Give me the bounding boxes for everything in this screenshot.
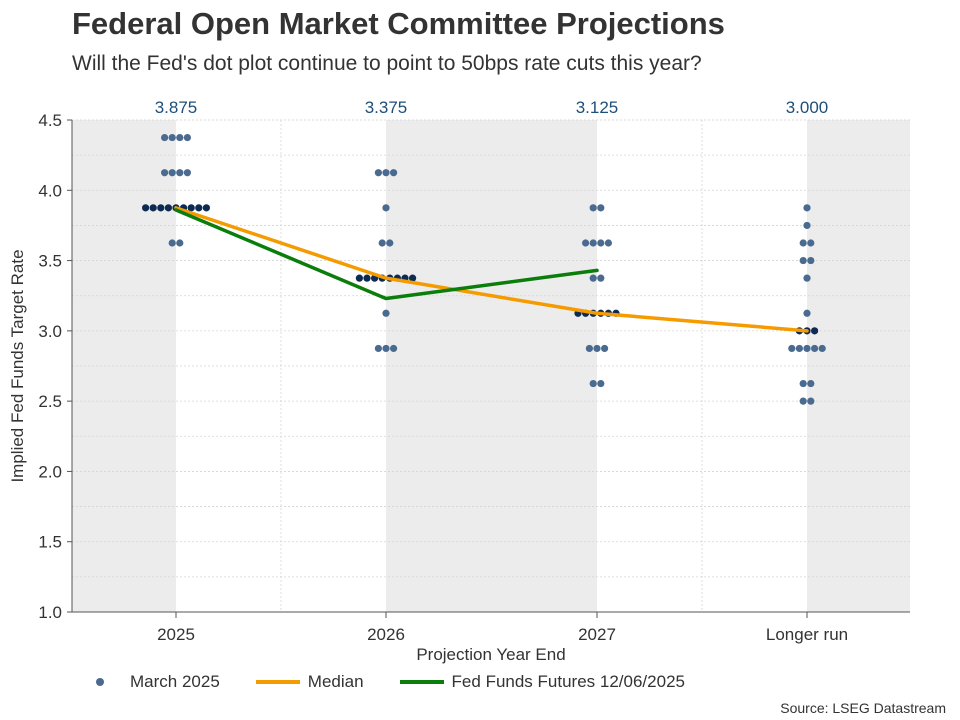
projection-dot bbox=[183, 133, 191, 142]
x-tick-label: Longer run bbox=[766, 625, 848, 644]
projection-dot bbox=[168, 133, 176, 142]
median-line bbox=[174, 206, 809, 333]
futures-line bbox=[174, 208, 599, 301]
median-value-label: 3.375 bbox=[365, 98, 408, 117]
projection-dot bbox=[799, 256, 807, 265]
projection-dot bbox=[355, 274, 363, 282]
projection-dot bbox=[803, 204, 811, 212]
projection-dot bbox=[195, 204, 203, 212]
projection-dot bbox=[378, 239, 386, 247]
projection-dot bbox=[818, 344, 826, 353]
projection-dot bbox=[788, 344, 796, 353]
y-tick-label: 3.0 bbox=[38, 322, 62, 341]
projection-dot bbox=[589, 204, 597, 212]
projection-dot bbox=[807, 379, 815, 388]
legend: March 2025 Median Fed Funds Futures 12/0… bbox=[92, 672, 721, 692]
projection-dot bbox=[176, 169, 184, 177]
legend-dots-label: March 2025 bbox=[130, 672, 220, 691]
projection-dot bbox=[161, 169, 169, 177]
projection-dot bbox=[811, 327, 819, 335]
projection-dot bbox=[589, 239, 597, 247]
y-axis-title: Implied Fed Funds Target Rate bbox=[8, 249, 27, 482]
projection-dot bbox=[582, 239, 590, 247]
x-axis-title: Projection Year End bbox=[416, 645, 565, 664]
projection-dot bbox=[807, 256, 815, 265]
projection-dot bbox=[807, 397, 815, 405]
projection-dot bbox=[183, 169, 191, 177]
projection-dot bbox=[585, 344, 594, 353]
source-note: Source: LSEG Datastream bbox=[780, 700, 946, 716]
legend-futures-label: Fed Funds Futures 12/06/2025 bbox=[451, 672, 685, 691]
projection-dot bbox=[409, 274, 417, 282]
projection-dot bbox=[799, 379, 807, 388]
projection-dot bbox=[164, 204, 172, 212]
projection-dot bbox=[382, 204, 390, 212]
projection-dot bbox=[161, 133, 169, 142]
projection-dot bbox=[803, 309, 811, 317]
projection-dot bbox=[390, 169, 398, 177]
projection-dot bbox=[168, 239, 176, 247]
median-value-label: 3.125 bbox=[576, 98, 619, 117]
projection-dot bbox=[589, 379, 597, 388]
chart-title: Federal Open Market Committee Projection… bbox=[72, 6, 725, 41]
projection-dot bbox=[390, 344, 398, 353]
projection-dot bbox=[382, 344, 390, 353]
projection-dot bbox=[597, 274, 605, 282]
projection-dot bbox=[382, 309, 390, 317]
projection-dot bbox=[202, 204, 210, 212]
projection-dot bbox=[803, 274, 811, 282]
projection-dot bbox=[593, 344, 601, 353]
x-tick-label: 2026 bbox=[367, 625, 405, 644]
projection-dot bbox=[597, 379, 605, 388]
projection-dot bbox=[601, 344, 609, 353]
projection-dot bbox=[149, 204, 157, 212]
projection-dot bbox=[799, 397, 807, 405]
x-tick-label: 2025 bbox=[157, 625, 195, 644]
projection-dot bbox=[811, 344, 819, 353]
projection-dot bbox=[176, 239, 184, 247]
y-tick-label: 2.5 bbox=[38, 392, 62, 411]
y-tick-label: 4.5 bbox=[38, 111, 62, 130]
projection-dot bbox=[374, 169, 382, 177]
legend-item-dots: March 2025 bbox=[92, 672, 220, 692]
legend-item-median: Median bbox=[255, 672, 364, 692]
x-tick-label: 2027 bbox=[578, 625, 616, 644]
median-value-label: 3.875 bbox=[155, 98, 198, 117]
projection-dot bbox=[589, 274, 597, 282]
median-value-label: 3.000 bbox=[786, 98, 829, 117]
projection-dot bbox=[803, 344, 811, 353]
chart-subtitle: Will the Fed's dot plot continue to poin… bbox=[72, 52, 702, 75]
projection-dot bbox=[803, 221, 811, 230]
legend-futures-line bbox=[399, 680, 444, 684]
y-tick-label: 1.0 bbox=[38, 603, 62, 622]
projection-dot bbox=[807, 239, 815, 247]
projection-dot bbox=[382, 169, 390, 177]
legend-median-line bbox=[255, 680, 300, 684]
projection-dot bbox=[597, 204, 605, 212]
y-tick-label: 4.0 bbox=[38, 181, 62, 200]
projection-dot bbox=[374, 344, 382, 353]
projection-dot bbox=[604, 239, 613, 247]
projection-dot bbox=[386, 239, 394, 247]
legend-dot-marker bbox=[96, 678, 104, 686]
legend-item-futures: Fed Funds Futures 12/06/2025 bbox=[399, 672, 685, 692]
projection-dot bbox=[142, 204, 150, 212]
y-tick-label: 3.5 bbox=[38, 252, 62, 271]
band-shade bbox=[807, 120, 910, 612]
projection-dot bbox=[597, 239, 605, 247]
legend-median-label: Median bbox=[307, 672, 364, 691]
projection-dot bbox=[795, 344, 804, 353]
projection-dot bbox=[363, 274, 371, 282]
projection-dot bbox=[176, 133, 184, 142]
projection-dot bbox=[799, 239, 807, 247]
y-tick-label: 2.0 bbox=[38, 462, 62, 481]
projection-dot bbox=[187, 204, 195, 212]
projection-dot bbox=[157, 204, 165, 212]
y-tick-label: 1.5 bbox=[38, 533, 62, 552]
projection-dot bbox=[168, 169, 176, 177]
